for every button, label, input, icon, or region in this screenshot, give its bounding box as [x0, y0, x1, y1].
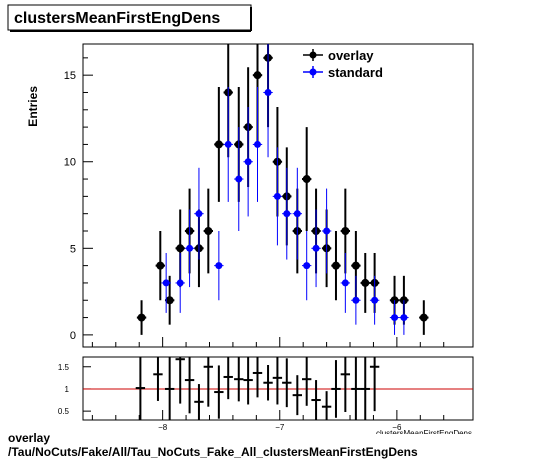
standard-point: [254, 140, 262, 148]
overlay-point: [156, 261, 165, 270]
ratio-y-tick-label: 0.5: [58, 407, 70, 416]
overlay-point: [419, 313, 428, 322]
series-standard: [161, 44, 409, 335]
standard-point: [293, 210, 301, 218]
overlay-point: [341, 226, 350, 235]
standard-point: [303, 262, 311, 270]
x-axis-label: clustersMeanFirstEngDens: [376, 429, 472, 438]
y-tick-label: 5: [70, 243, 76, 255]
standard-point: [391, 314, 399, 322]
standard-point: [352, 296, 360, 304]
overlay-point: [253, 71, 262, 80]
standard-point: [186, 244, 194, 252]
y-tick-label: 15: [64, 70, 76, 82]
standard-point: [244, 158, 252, 166]
overlay-point: [204, 226, 213, 235]
y-tick-label: 10: [64, 157, 76, 169]
standard-point: [235, 175, 243, 183]
standard-point: [215, 262, 223, 270]
legend: overlay standard: [303, 48, 383, 80]
legend-overlay-marker: [309, 51, 317, 59]
y-tick-label: 0: [70, 330, 76, 342]
standard-point: [162, 279, 170, 287]
chart-title: clustersMeanFirstEngDens: [14, 10, 220, 27]
standard-point: [176, 279, 184, 287]
ratio-y-tick-label: 1.5: [58, 363, 70, 372]
legend-overlay-label: overlay: [328, 48, 374, 63]
main-plot-frame: [82, 43, 474, 348]
ratio-axes: 0.5 1 1.5 −8 −7 −6: [58, 363, 473, 432]
standard-point: [264, 88, 272, 96]
overlay-point: [176, 244, 185, 253]
caption-line2: /Tau/NoCuts/Fake/All/Tau_NoCuts_Fake_All…: [8, 445, 418, 459]
standard-point: [195, 210, 203, 218]
standard-point: [323, 227, 331, 235]
ratio-y-tick-label: 1: [65, 385, 70, 394]
overlay-point: [351, 261, 360, 270]
main-axes: 0 5 10 15: [64, 57, 445, 347]
x-axis-label-mask: [340, 434, 480, 440]
ratio-series: [135, 357, 380, 420]
standard-point: [400, 314, 408, 322]
x-tick-label: −7: [275, 423, 285, 432]
standard-point: [371, 296, 379, 304]
legend-standard-marker: [309, 68, 317, 76]
overlay-point: [137, 313, 146, 322]
overlay-point: [214, 140, 223, 149]
overlay-point: [165, 296, 174, 305]
x-tick-label: −6: [392, 423, 402, 432]
standard-point: [224, 140, 232, 148]
overlay-point: [361, 278, 370, 287]
standard-point: [312, 244, 320, 252]
standard-point: [273, 192, 281, 200]
overlay-point: [331, 261, 340, 270]
caption-line1: overlay: [8, 431, 51, 445]
standard-point: [341, 279, 349, 287]
overlay-point: [302, 175, 311, 184]
main-data: [136, 44, 429, 335]
ratio-data: [135, 357, 380, 420]
title-box: clustersMeanFirstEngDens: [7, 4, 252, 32]
legend-standard-label: standard: [328, 65, 383, 80]
standard-point: [283, 210, 291, 218]
x-tick-label: −8: [158, 423, 168, 432]
y-axis-label: Entries: [26, 86, 40, 127]
